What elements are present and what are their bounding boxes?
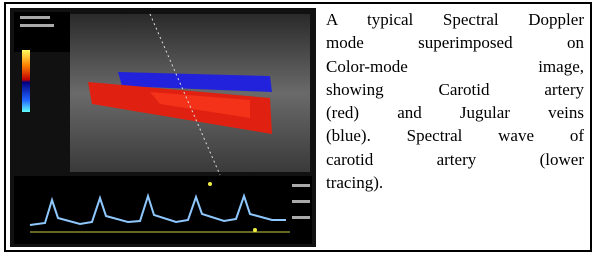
- scale-text: [292, 200, 310, 203]
- marker: [208, 182, 212, 186]
- page: A typical Spectral Dopplermode superimpo…: [0, 0, 595, 253]
- info-text: [20, 24, 54, 27]
- color-bar: [22, 50, 30, 112]
- caption-line: Color-mode image,: [326, 55, 584, 78]
- scale-text: [292, 184, 310, 187]
- scale-text: [292, 216, 310, 219]
- caption-line: mode superimposed on: [326, 31, 584, 54]
- info-text: [20, 16, 50, 19]
- caption-line: (red) and Jugular veins: [326, 101, 584, 124]
- caption-line: (blue). Spectral wave of: [326, 124, 584, 147]
- caption-line: carotid artery (lower: [326, 148, 584, 171]
- spectral-panel: [14, 176, 312, 244]
- caption-line: tracing).: [326, 171, 584, 194]
- marker: [253, 228, 257, 232]
- caption-line: showing Carotid artery: [326, 78, 584, 101]
- caption-line: A typical Spectral Doppler: [326, 8, 584, 31]
